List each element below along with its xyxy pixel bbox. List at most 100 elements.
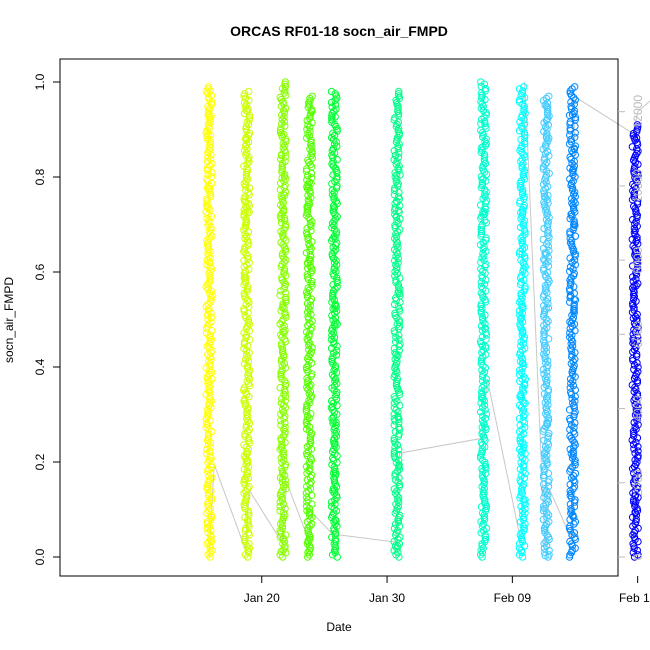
data-point — [331, 90, 339, 98]
data-point — [330, 149, 339, 157]
data-point — [518, 318, 527, 326]
data-point — [208, 168, 216, 177]
data-point — [277, 151, 286, 160]
data-point — [540, 383, 548, 391]
data-point — [203, 280, 212, 289]
data-point — [244, 228, 253, 236]
data-point — [281, 460, 290, 469]
data-point — [281, 423, 289, 431]
data-point — [567, 210, 575, 218]
data-point — [477, 225, 485, 234]
data-point — [207, 265, 216, 273]
data-point — [541, 306, 549, 314]
data-point — [240, 465, 249, 473]
data-point — [304, 202, 312, 211]
data-point — [570, 162, 578, 170]
data-point — [207, 91, 216, 100]
data-point — [203, 509, 211, 517]
data-point — [480, 511, 488, 519]
data-point — [331, 364, 339, 372]
data-point — [543, 116, 551, 124]
data-point — [242, 122, 251, 131]
data-point — [569, 452, 577, 460]
data-point — [540, 266, 548, 275]
data-point — [280, 401, 288, 409]
data-point — [279, 207, 287, 215]
data-point — [331, 486, 339, 494]
y2-tick-label: 4000 — [631, 395, 645, 422]
data-point — [629, 489, 637, 497]
data-point — [520, 252, 529, 260]
data-point — [240, 256, 248, 265]
data-point — [482, 379, 490, 387]
data-point — [243, 287, 252, 295]
data-point — [394, 281, 402, 289]
data-point — [303, 416, 311, 424]
data-point — [392, 171, 401, 179]
data-point — [629, 440, 638, 449]
data-point — [306, 94, 314, 103]
data-point — [333, 452, 341, 460]
flight-series-rf11 — [628, 121, 642, 561]
data-point — [277, 399, 286, 407]
data-point — [569, 449, 577, 457]
data-point — [394, 478, 402, 486]
data-point — [394, 193, 403, 201]
data-point — [281, 326, 289, 335]
data-point — [204, 85, 213, 93]
data-point — [541, 257, 549, 265]
data-point — [276, 445, 284, 453]
data-point — [519, 406, 528, 414]
data-point — [481, 364, 490, 372]
data-point — [517, 135, 525, 144]
data-point — [390, 155, 398, 164]
data-point — [545, 92, 553, 101]
y-tick-label: 0.0 — [33, 548, 47, 565]
data-point — [520, 398, 528, 407]
data-point — [517, 447, 526, 456]
data-point — [203, 445, 211, 453]
data-point — [479, 211, 488, 219]
data-point — [544, 416, 553, 424]
data-point — [302, 288, 311, 297]
data-point — [330, 296, 338, 304]
data-point — [278, 115, 286, 124]
data-point — [306, 436, 315, 444]
data-point — [277, 155, 285, 163]
data-point — [280, 130, 288, 139]
data-point — [544, 242, 552, 250]
data-point — [277, 214, 285, 223]
data-point — [328, 357, 336, 366]
data-point — [278, 260, 286, 269]
data-point — [542, 456, 550, 464]
data-point — [394, 206, 403, 215]
data-point — [207, 397, 215, 405]
data-point — [330, 386, 338, 394]
data-point — [632, 268, 640, 277]
data-point — [395, 92, 403, 100]
data-point — [329, 292, 337, 300]
data-point — [282, 104, 290, 113]
data-point — [242, 355, 250, 364]
data-point — [518, 328, 527, 336]
data-point — [632, 297, 640, 305]
data-point — [545, 112, 553, 120]
data-point — [203, 166, 212, 175]
data-point — [478, 128, 487, 137]
data-point — [543, 147, 551, 156]
data-point — [515, 544, 524, 552]
data-point — [208, 546, 216, 555]
data-point — [243, 542, 251, 550]
data-point — [205, 489, 213, 497]
data-point — [390, 537, 398, 546]
data-point — [331, 467, 339, 476]
data-point — [545, 134, 553, 142]
data-point — [571, 252, 579, 260]
data-point — [390, 485, 398, 493]
data-point — [390, 436, 398, 445]
data-point — [632, 497, 640, 506]
data-point — [634, 471, 642, 480]
data-point — [634, 551, 642, 559]
data-point — [569, 170, 577, 179]
data-point — [631, 411, 640, 419]
